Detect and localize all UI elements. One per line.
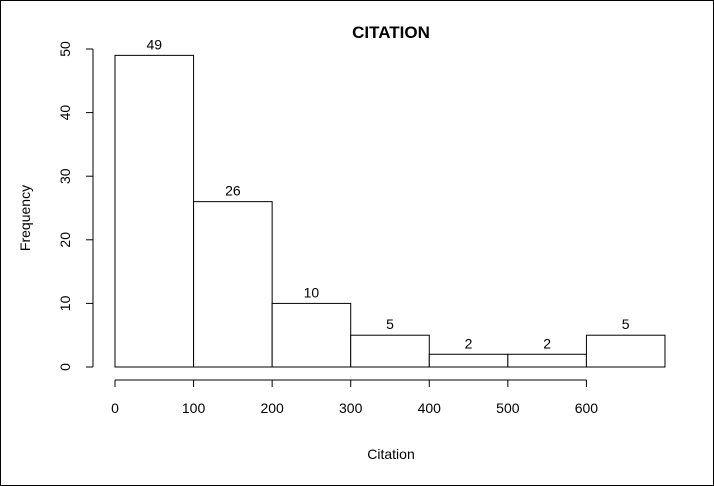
chart-title: CITATION (352, 23, 430, 42)
x-tick-label: 100 (182, 400, 206, 416)
bar-count-label: 2 (465, 335, 473, 351)
bar-count-label: 26 (225, 183, 241, 199)
y-tick-label: 40 (57, 105, 73, 121)
bar-count-label: 2 (543, 335, 551, 351)
y-tick-label: 0 (57, 363, 73, 371)
x-tick-label: 300 (339, 400, 363, 416)
bar-count-label: 10 (304, 284, 320, 300)
x-tick-label: 0 (111, 400, 119, 416)
histogram-bar (585, 334, 666, 368)
y-axis: 0 10 20 30 40 50 (57, 41, 94, 371)
x-tick-label: 200 (260, 400, 284, 416)
y-tick-label: 20 (57, 232, 73, 248)
x-tick-label: 600 (575, 400, 599, 416)
histogram-bar (114, 54, 195, 368)
bar-count-label: 5 (386, 316, 394, 332)
x-tick-label: 500 (496, 400, 520, 416)
bar-count-label: 49 (146, 36, 162, 52)
bar-count-label: 5 (622, 316, 630, 332)
x-tick-label: 400 (418, 400, 442, 416)
y-tick-label: 10 (57, 295, 73, 311)
x-axis-label: Citation (367, 446, 414, 462)
x-axis: 0 100 200 300 400 500 600 (111, 379, 599, 416)
y-axis-label: Frequency (17, 185, 33, 251)
histogram-bar (193, 201, 273, 368)
histogram-bar (507, 353, 587, 368)
bar-labels-group: 49 26 10 5 2 2 5 (146, 36, 629, 351)
y-tick-label: 30 (57, 168, 73, 184)
histogram-bar (428, 353, 509, 368)
y-tick-label: 50 (57, 41, 73, 57)
histogram-bar (350, 334, 430, 368)
histogram-bar (271, 302, 352, 368)
bars-group (114, 54, 666, 368)
